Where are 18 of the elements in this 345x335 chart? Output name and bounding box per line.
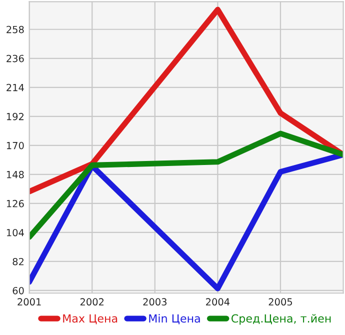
- y-tick-label: 214: [6, 84, 24, 92]
- x-tick-label: 2002: [80, 298, 104, 306]
- y-tick-label: 236: [6, 54, 24, 62]
- y-tick-label: 126: [6, 200, 24, 208]
- y-tick-label: 104: [6, 228, 24, 236]
- y-tick-label: 192: [6, 112, 24, 120]
- y-tick-label: 170: [6, 142, 24, 150]
- legend-label: Max Цена: [63, 314, 118, 324]
- x-tick-label: 2003: [143, 298, 166, 306]
- y-tick-label: 82: [12, 258, 24, 266]
- legend-label: Сред.Цена, т.йен: [231, 314, 331, 325]
- x-tick-label: 2001: [18, 298, 41, 306]
- legend-label: Min Цена: [149, 314, 200, 324]
- x-tick-label: 2004: [206, 298, 230, 306]
- y-tick-label: 60: [12, 286, 24, 294]
- y-tick-label: 258: [6, 26, 24, 34]
- y-tick-label: 148: [6, 170, 24, 178]
- x-tick-label: 2005: [268, 298, 292, 306]
